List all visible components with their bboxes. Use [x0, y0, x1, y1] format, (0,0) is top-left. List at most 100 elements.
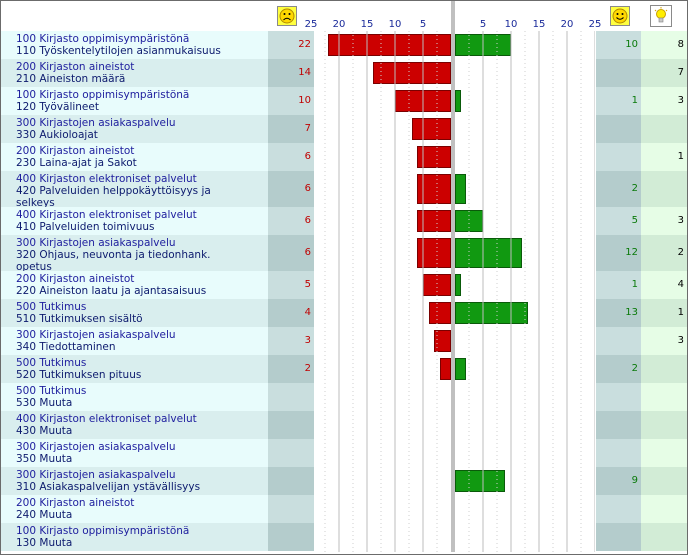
idea-count-cell — [641, 171, 687, 207]
idea-count-label: 8 — [677, 39, 684, 50]
idea-count-label: 4 — [677, 279, 684, 290]
negative-count-label: 10 — [298, 95, 311, 106]
happy-face-icon — [610, 6, 630, 26]
idea-count-cell: 8 — [641, 31, 687, 59]
positive-bar — [455, 174, 467, 204]
subcategory-label: 430 Muuta — [16, 425, 73, 437]
negative-count-label: 6 — [304, 151, 311, 162]
subcategory-label: 110 Työskentelytilojen asianmukaisuus — [16, 45, 221, 57]
positive-count-cell: 1 — [596, 87, 641, 115]
positive-count-label: 2 — [631, 363, 638, 374]
subcategory-label: 520 Tutkimuksen pituus — [16, 369, 142, 381]
idea-count-cell — [641, 467, 687, 495]
negative-count-cell — [268, 383, 314, 411]
category-label: 100 Kirjasto oppimisympäristönä — [16, 89, 190, 101]
idea-count-label: 2 — [677, 247, 684, 258]
negative-count-cell: 5 — [268, 271, 314, 299]
chart-row: 100 Kirjasto oppimisympäristönä 120 Työvä… — [1, 87, 687, 115]
subcategory-label: 310 Asiakaspalvelijan ystävällisyys — [16, 481, 201, 493]
chart-row: 300 Kirjastojen asiakaspalvelu 330 Aukiol… — [1, 115, 687, 143]
negative-count-label: 14 — [298, 67, 311, 78]
category-label: 300 Kirjastojen asiakaspalvelu — [16, 117, 176, 129]
idea-count-cell: 4 — [641, 271, 687, 299]
idea-count-cell — [641, 115, 687, 143]
lightbulb-icon — [650, 5, 672, 27]
category-label: 200 Kirjaston aineistot — [16, 145, 135, 157]
negative-count-cell — [268, 411, 314, 439]
idea-count-cell: 1 — [641, 143, 687, 171]
x-tick-label: 25 — [304, 19, 318, 30]
subcategory-label: 320 Ohjaus, neuvonta ja tiedonhank. — [16, 249, 211, 261]
category-label: 300 Kirjastojen asiakaspalvelu — [16, 441, 176, 453]
idea-count-label: 3 — [677, 95, 684, 106]
category-label: 500 Tutkimus — [16, 357, 87, 369]
negative-bar — [417, 174, 451, 204]
row-label: 400 Kirjaston elektroniset palvelut 410 P… — [1, 207, 268, 235]
idea-count-cell — [641, 383, 687, 411]
category-label: 100 Kirjasto oppimisympäristönä — [16, 33, 190, 45]
row-label: 200 Kirjaston aineistot 210 Aineiston mää… — [1, 59, 268, 87]
row-label: 200 Kirjaston aineistot 220 Aineiston laa… — [1, 271, 268, 299]
subcategory-label: 510 Tutkimuksen sisältö — [16, 313, 143, 325]
negative-count-cell: 4 — [268, 299, 314, 327]
positive-count-cell — [596, 411, 641, 439]
idea-count-cell — [641, 439, 687, 467]
x-tick-label: 15 — [360, 19, 374, 30]
category-label: 400 Kirjaston elektroniset palvelut — [16, 173, 197, 185]
category-label: 500 Tutkimus — [16, 385, 87, 397]
negative-count-cell — [268, 523, 314, 551]
x-tick-label: 10 — [388, 19, 402, 30]
chart-row: 200 Kirjaston aineistot 240 Muuta — [1, 495, 687, 523]
negative-count-cell: 10 — [268, 87, 314, 115]
positive-bar — [455, 238, 523, 268]
positive-count-cell — [596, 143, 641, 171]
chart-row: 400 Kirjaston elektroniset palvelut 430 M… — [1, 411, 687, 439]
positive-count-cell — [596, 495, 641, 523]
negative-count-label: 3 — [304, 335, 311, 346]
category-label: 400 Kirjaston elektroniset palvelut — [16, 209, 197, 221]
row-label: 200 Kirjaston aineistot 230 Laina-ajat ja… — [1, 143, 268, 171]
subcategory-label: 350 Muuta — [16, 453, 73, 465]
category-label: 300 Kirjastojen asiakaspalvelu — [16, 329, 176, 341]
category-label: 100 Kirjasto oppimisympäristönä — [16, 525, 190, 537]
positive-count-label: 1 — [631, 95, 638, 106]
subcategory-label: 220 Aineiston laatu ja ajantasaisuus — [16, 285, 207, 297]
negative-count-label: 22 — [298, 39, 311, 50]
subcategory-label: 410 Palveluiden toimivuus — [16, 221, 155, 233]
positive-count-label: 12 — [625, 247, 638, 258]
chart-row: 100 Kirjasto oppimisympäristönä 130 Muuta — [1, 523, 687, 551]
row-label: 300 Kirjastojen asiakaspalvelu 320 Ohjaus… — [1, 235, 268, 273]
negative-count-cell: 2 — [268, 355, 314, 383]
negative-count-label: 5 — [304, 279, 311, 290]
idea-count-label: 1 — [677, 151, 684, 162]
negative-count-label: 7 — [304, 123, 311, 134]
negative-count-label: 2 — [304, 363, 311, 374]
positive-count-label: 13 — [625, 307, 638, 318]
idea-count-label: 7 — [677, 67, 684, 78]
positive-bar — [455, 34, 511, 56]
chart-row: 500 Tutkimus 510 Tutkimuksen sisältö 4 13 1 — [1, 299, 687, 327]
row-label: 100 Kirjasto oppimisympäristönä 110 Työsk… — [1, 31, 268, 59]
chart-header: 25 20 15 10 5 5 10 15 20 25 — [1, 1, 687, 31]
negative-count-cell: 6 — [268, 207, 314, 235]
chart-row: 200 Kirjaston aineistot 230 Laina-ajat ja… — [1, 143, 687, 171]
subcategory-label: 120 Työvälineet — [16, 101, 99, 113]
positive-count-cell: 10 — [596, 31, 641, 59]
row-label: 400 Kirjaston elektroniset palvelut 430 M… — [1, 411, 268, 439]
idea-count-label: 3 — [677, 335, 684, 346]
category-label: 300 Kirjastojen asiakaspalvelu — [16, 237, 176, 249]
idea-count-cell: 7 — [641, 59, 687, 87]
idea-count-cell: 2 — [641, 235, 687, 271]
category-label: 200 Kirjaston aineistot — [16, 61, 135, 73]
row-label: 300 Kirjastojen asiakaspalvelu 350 Muuta — [1, 439, 268, 467]
category-label: 400 Kirjaston elektroniset palvelut — [16, 413, 197, 425]
row-label: 500 Tutkimus 510 Tutkimuksen sisältö — [1, 299, 268, 327]
positive-count-label: 1 — [631, 279, 638, 290]
subcategory-label: 340 Tiedottaminen — [16, 341, 116, 353]
x-tick-label: 20 — [332, 19, 346, 30]
positive-count-cell — [596, 327, 641, 355]
x-tick-label: 10 — [504, 19, 518, 30]
subcategory-label: 240 Muuta — [16, 509, 73, 521]
negative-count-cell: 3 — [268, 327, 314, 355]
